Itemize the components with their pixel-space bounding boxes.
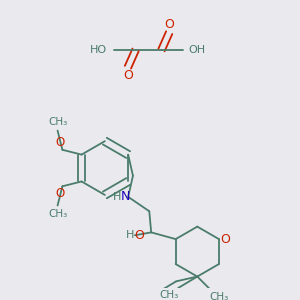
Text: CH₃: CH₃ <box>48 209 67 219</box>
Text: O: O <box>56 188 65 200</box>
Text: OH: OH <box>188 45 206 55</box>
Text: H: H <box>126 230 134 240</box>
Text: CH₃: CH₃ <box>48 117 67 127</box>
Text: O: O <box>123 69 133 82</box>
Text: CH₃: CH₃ <box>210 292 229 300</box>
Text: H: H <box>112 192 121 202</box>
Text: N: N <box>121 190 130 203</box>
Text: O: O <box>135 229 145 242</box>
Text: O: O <box>164 17 174 31</box>
Text: O: O <box>221 232 231 246</box>
Text: O: O <box>56 136 65 148</box>
Text: HO: HO <box>90 45 107 55</box>
Text: CH₃: CH₃ <box>160 290 179 300</box>
